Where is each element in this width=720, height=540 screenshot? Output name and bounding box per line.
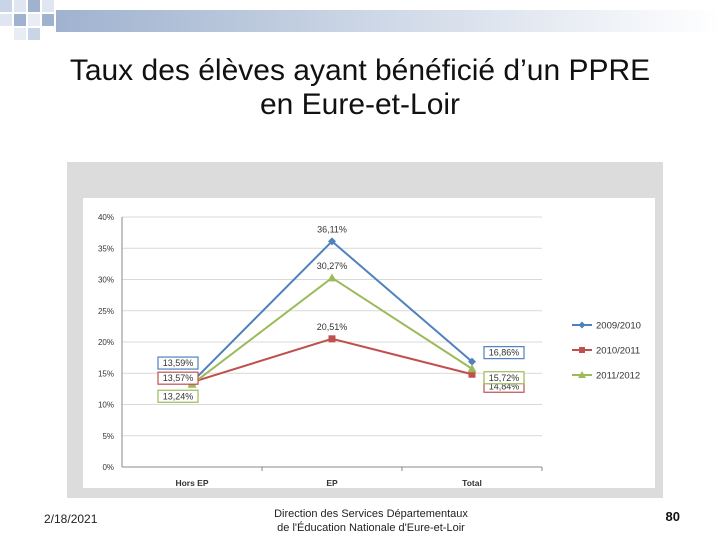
data-label: 30,27%: [317, 261, 348, 271]
decoration-square: [0, 14, 12, 26]
y-tick-label: 40%: [98, 213, 114, 222]
corner-decoration: [0, 0, 720, 40]
footer-organization-line1: Direction des Services Départementaux: [274, 508, 468, 520]
slide-title-line2: en Eure-et-Loir: [259, 88, 461, 121]
data-label-box: [157, 389, 199, 403]
y-tick-label: 5%: [102, 432, 114, 441]
decoration-square: [28, 0, 40, 12]
x-tick-label: Hors EP: [175, 478, 208, 488]
y-tick-label: 20%: [98, 338, 114, 347]
y-tick-label: 15%: [98, 369, 114, 378]
decoration-bar: [56, 10, 720, 32]
decoration-square: [42, 14, 54, 26]
plot-area: [83, 198, 655, 488]
data-label: 20,51%: [317, 322, 348, 332]
decoration-square: [14, 0, 26, 12]
data-label: 13,24%: [163, 391, 194, 401]
y-tick-label: 30%: [98, 276, 114, 285]
y-tick-label: 35%: [98, 244, 114, 253]
decoration-square: [14, 28, 26, 40]
decoration-square: [28, 28, 40, 40]
slide-title-line1: Taux des élèves ayant bénéficié d’un PPR…: [69, 54, 651, 87]
data-point: [327, 273, 337, 282]
x-tick-label: Total: [462, 478, 482, 488]
decoration-square: [0, 0, 12, 12]
footer-organization: Direction des Services Départementaux de…: [240, 507, 502, 535]
data-label-box: [483, 371, 525, 385]
y-tick-label: 25%: [98, 307, 114, 316]
data-point: [468, 370, 476, 378]
data-label: 16,86%: [489, 348, 520, 358]
legend-entry: 2009/2010: [596, 321, 641, 332]
legend-entry: 2010/2011: [596, 346, 640, 357]
data-label: 15,72%: [489, 373, 520, 383]
page-number: 80: [665, 509, 680, 524]
data-point: [467, 364, 477, 373]
data-point: [328, 335, 336, 343]
legend-marker: [578, 321, 586, 329]
legend-marker: [579, 347, 585, 353]
y-tick-label: 0%: [102, 463, 114, 472]
footer-organization-line2: de l'Éducation Nationale d'Eure-et-Loir: [277, 522, 465, 534]
line-chart: 0% 5% 10% 15% 20% 25% 30% 35% 40% Hors EP EP Total 1…: [67, 162, 663, 498]
data-label: 13,59%: [163, 358, 194, 368]
data-point: [328, 237, 336, 246]
footer-date: 2/18/2021: [44, 512, 98, 526]
data-label: 14,84%: [489, 381, 520, 391]
data-label-box: [157, 356, 199, 370]
decoration-square: [14, 14, 26, 26]
data-label: 13,57%: [163, 373, 194, 383]
x-tick-label: EP: [326, 478, 338, 488]
decoration-square: [42, 0, 54, 12]
data-label: 36,11%: [317, 224, 347, 234]
legend-entry: 2011/2012: [596, 371, 640, 382]
slide-title: Taux des élèves ayant bénéficié d’un PPR…: [20, 54, 700, 122]
data-label-box: [157, 371, 199, 385]
data-label-box: [483, 346, 525, 360]
y-tick-label: 10%: [98, 401, 114, 410]
legend-marker: [578, 371, 586, 378]
data-point: [468, 357, 476, 366]
decoration-square: [28, 14, 40, 26]
